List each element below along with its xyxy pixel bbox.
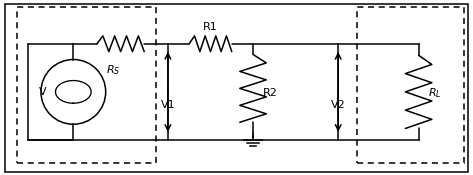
Text: V: V [39, 87, 46, 97]
Text: R1: R1 [203, 22, 218, 32]
Bar [17, 7, 156, 163]
Text: $R_L$: $R_L$ [428, 86, 442, 100]
Bar [357, 7, 464, 163]
Text: $R_S$: $R_S$ [106, 63, 121, 77]
Text: V2: V2 [331, 100, 346, 110]
Text: V1: V1 [161, 100, 175, 110]
Text: R2: R2 [263, 88, 277, 98]
